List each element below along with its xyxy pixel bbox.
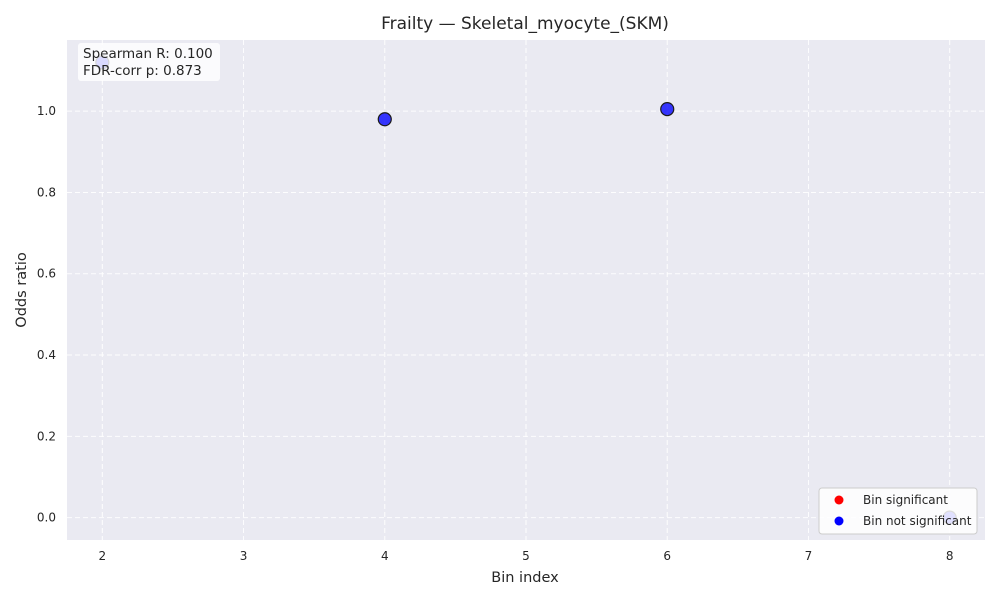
legend-label-not-significant: Bin not significant [863,514,972,528]
y-tick-label: 0.4 [37,348,56,362]
legend-label-significant: Bin significant [863,493,948,507]
data-point [377,112,392,127]
legend: Bin significant Bin not significant [818,487,978,535]
y-axis-label: Odds ratio [14,252,30,328]
legend-box [818,487,978,535]
y-tick-label: 0.8 [37,185,56,199]
x-tick-label: 6 [663,549,671,563]
spearman-stat: Spearman R: 0.100 [83,46,213,62]
y-tick-label: 1.0 [37,104,56,118]
legend-marker-significant [834,495,844,505]
x-tick-label: 3 [240,549,248,563]
y-tick-label: 0.2 [37,429,56,443]
x-tick-label: 2 [98,549,106,563]
stats-box-bg [78,43,220,81]
x-tick-label: 4 [381,549,389,563]
x-axis-label: Bin index [491,570,559,586]
chart-title: Frailty — Skeletal_myocyte_(SKM) [381,14,669,34]
stats-box: Spearman R: 0.100 FDR-corr p: 0.873 [78,43,220,81]
fdr-stat: FDR-corr p: 0.873 [83,63,202,79]
x-tick-label: 7 [805,549,813,563]
data-point [660,102,675,117]
x-tick-label: 8 [946,549,954,563]
x-tick-label: 5 [522,549,530,563]
legend-marker-not-significant [834,516,844,526]
x-tick-labels: 2 3 4 5 6 7 8 [98,549,953,563]
y-tick-label: 0.6 [37,267,56,281]
y-tick-label: 0.0 [37,511,56,525]
y-tick-labels: 0.0 0.2 0.4 0.6 0.8 1.0 [37,104,56,525]
